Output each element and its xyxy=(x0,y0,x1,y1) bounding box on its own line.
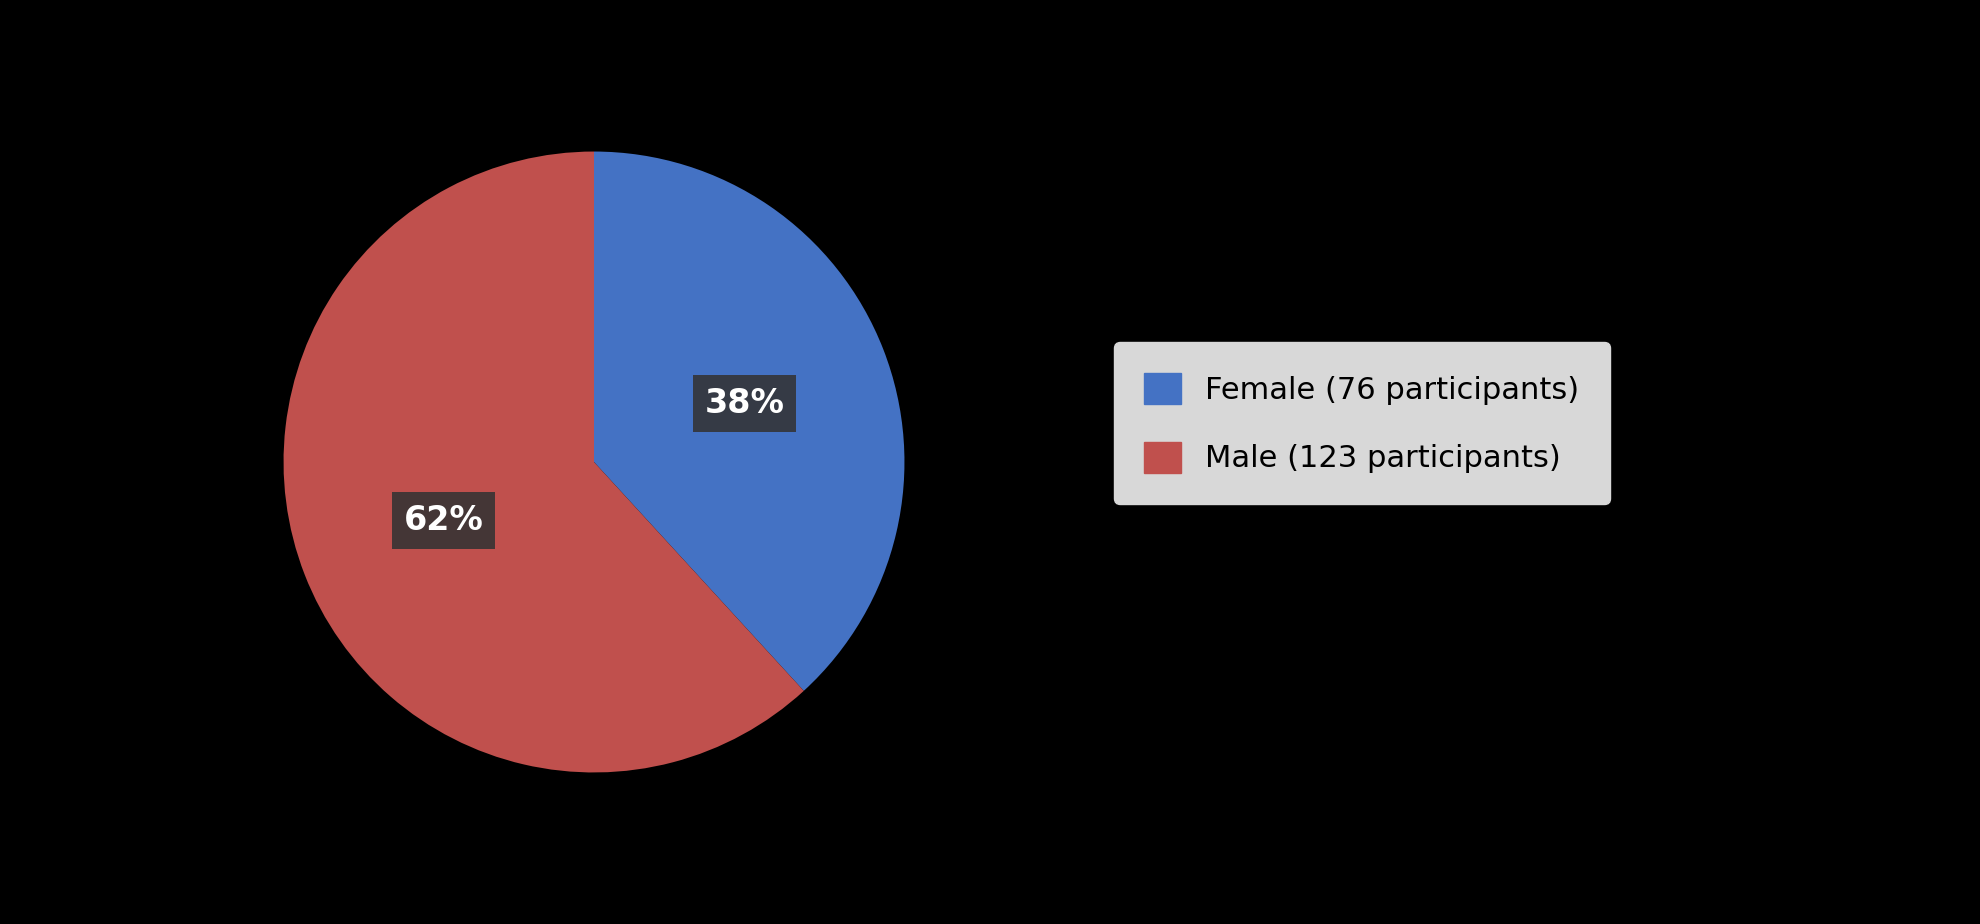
Wedge shape xyxy=(594,152,905,691)
Legend: Female (76 participants), Male (123 participants): Female (76 participants), Male (123 part… xyxy=(1115,342,1610,505)
Text: 62%: 62% xyxy=(404,504,483,537)
Wedge shape xyxy=(283,152,804,772)
Text: 38%: 38% xyxy=(705,387,784,420)
